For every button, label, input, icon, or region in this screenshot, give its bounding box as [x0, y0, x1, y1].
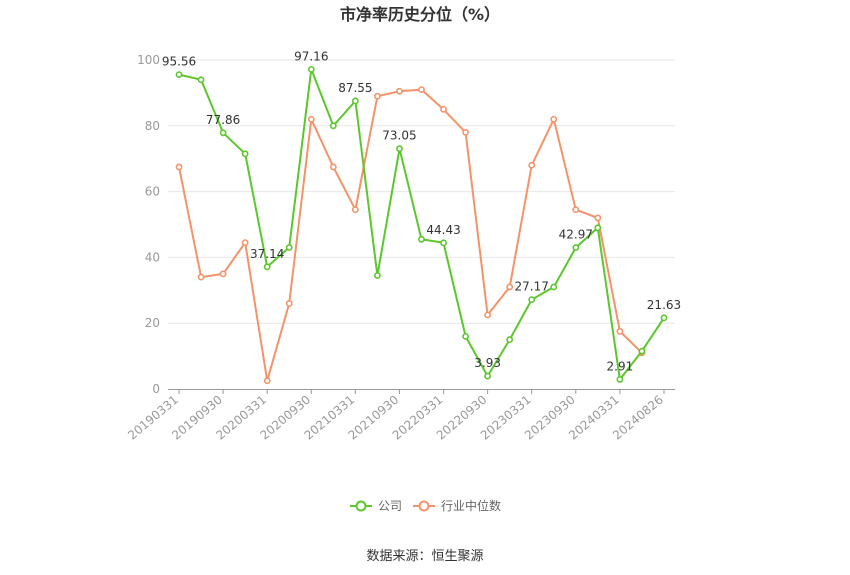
data-point — [638, 347, 646, 355]
data-point — [506, 283, 514, 291]
legend-marker — [355, 500, 367, 512]
data-label: 73.05 — [382, 129, 416, 143]
data-point — [660, 314, 668, 322]
data-point — [550, 115, 558, 123]
data-point — [594, 214, 602, 222]
data-point — [175, 163, 183, 171]
data-point — [219, 129, 227, 137]
legend-label: 行业中位数 — [441, 498, 501, 513]
data-point — [329, 163, 337, 171]
y-tick-label: 80 — [145, 119, 160, 133]
series-company — [175, 65, 668, 383]
legend-item-industry-median[interactable]: 行业中位数 — [413, 498, 501, 513]
y-tick-label: 60 — [145, 185, 160, 199]
grid — [168, 59, 675, 324]
legend-marker — [418, 500, 430, 512]
data-point — [374, 92, 381, 100]
x-axis: 2019033120190930202003312020093020210331… — [125, 389, 675, 443]
data-point — [241, 239, 249, 246]
data-point — [396, 87, 403, 95]
data-point — [572, 244, 580, 252]
data-point — [528, 296, 536, 304]
data-label: 87.55 — [338, 81, 372, 95]
data-point — [418, 235, 425, 243]
data-point — [462, 128, 469, 136]
data-point — [528, 161, 536, 169]
y-tick-label: 20 — [145, 316, 160, 330]
data-point — [219, 270, 227, 278]
data-point — [462, 332, 469, 340]
data-labels: 95.56 77.86 37.14 97.16 87.55 73.05 44.43 3.93 2… — [162, 49, 681, 373]
data-point — [418, 86, 425, 94]
data-point — [506, 336, 514, 344]
data-label: 21.63 — [647, 298, 681, 312]
data-point — [307, 65, 315, 73]
y-tick-label: 0 — [152, 382, 160, 396]
series-line — [178, 88, 643, 382]
data-label: 95.56 — [162, 55, 196, 69]
chart-title: 市净率历史分位（%） — [340, 5, 500, 24]
data-point — [616, 328, 624, 335]
data-point — [263, 377, 271, 385]
data-label: 3.93 — [474, 356, 501, 370]
data-point — [329, 122, 337, 130]
data-label: 27.17 — [515, 280, 549, 294]
data-point — [241, 150, 249, 158]
data-label: 77.86 — [206, 113, 240, 127]
data-point — [484, 372, 492, 380]
y-tick-label: 40 — [145, 250, 160, 264]
data-point — [550, 283, 558, 291]
data-point — [572, 206, 580, 214]
data-label: 37.14 — [250, 247, 284, 261]
data-point — [351, 97, 359, 105]
data-point — [396, 145, 403, 153]
data-point — [307, 115, 315, 123]
data-point — [197, 76, 205, 84]
legend-label: 公司 — [378, 499, 402, 513]
data-label: 97.16 — [294, 49, 328, 63]
data-point — [440, 239, 447, 247]
data-point — [175, 71, 183, 79]
data-point — [374, 272, 381, 279]
data-label: 42.97 — [559, 228, 593, 242]
data-point — [351, 206, 359, 214]
data-point — [263, 263, 271, 271]
legend[interactable]: 公司 行业中位数 — [350, 498, 501, 513]
source-note: 数据来源：恒生聚源 — [366, 549, 483, 564]
data-label: 2.91 — [607, 359, 634, 373]
legend-item-company[interactable]: 公司 — [350, 499, 402, 513]
data-point — [594, 224, 602, 232]
data-label: 44.43 — [426, 223, 460, 237]
data-point — [616, 376, 624, 383]
data-point — [440, 105, 447, 113]
data-point — [285, 244, 293, 251]
y-tick-label: 100 — [137, 53, 160, 67]
data-point — [197, 273, 205, 281]
data-point — [285, 300, 293, 307]
data-point — [484, 311, 492, 319]
series-line — [178, 68, 665, 381]
y-axis-ticks: 0 20 40 60 80 100 — [137, 53, 160, 396]
series-layer — [175, 65, 668, 385]
